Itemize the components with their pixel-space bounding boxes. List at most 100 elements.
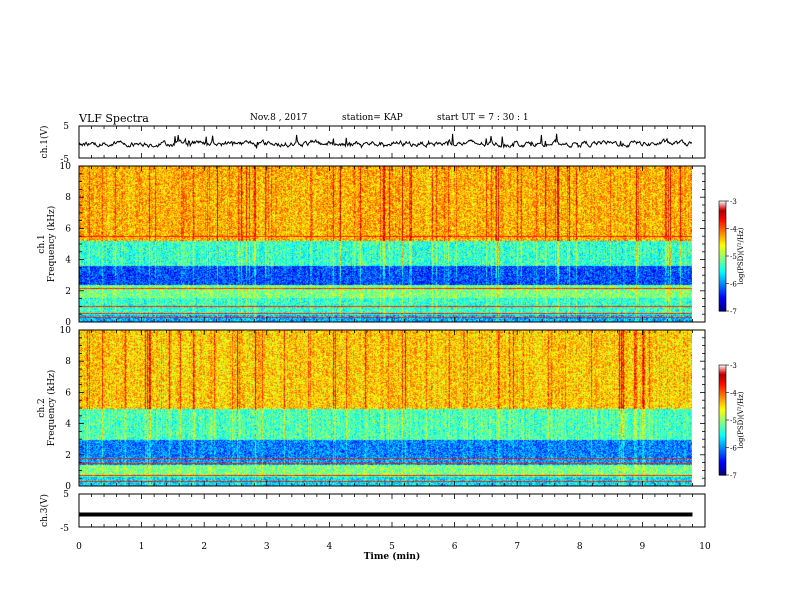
colorbar-segment: [719, 289, 726, 292]
x-tick-label: 0: [76, 542, 82, 552]
colorbar-segment: [719, 473, 726, 476]
colorbar-segment: [719, 228, 726, 231]
colorbar-segment: [719, 423, 726, 427]
colorbar-segment: [719, 307, 726, 310]
y-tick-label: 2: [65, 451, 71, 461]
colorbar-segment: [719, 239, 726, 242]
colorbar-segment: [719, 300, 726, 303]
colorbar-label-text: log(PSD)(V²/Hz): [737, 391, 745, 448]
colorbar-segment: [719, 290, 726, 294]
colorbar-segment: [719, 396, 726, 399]
y-axis-label: ch.3(V): [39, 494, 50, 527]
colorbar-segment: [719, 374, 726, 377]
colorbar-segment: [719, 223, 726, 226]
colorbar-tick-label: -3: [730, 362, 737, 370]
colorbar-segment: [719, 261, 726, 264]
x-axis-label: Time (min): [364, 551, 421, 562]
colorbar-segment: [719, 256, 726, 259]
colorbar-segment: [719, 287, 726, 290]
y-axis-label-channel: ch.1: [37, 234, 47, 253]
colorbar-segment: [719, 445, 726, 449]
colorbar-segment: [719, 383, 726, 386]
colorbar-segment: [719, 414, 726, 417]
colorbar-segment: [719, 204, 726, 208]
colorbar-segment: [719, 372, 726, 375]
colorbar-segment: [719, 467, 726, 471]
x-tick-label: 3: [264, 542, 270, 552]
colorbar-segment: [719, 379, 726, 383]
y-tick-label: -5: [60, 155, 69, 165]
y-tick-label: 6: [65, 388, 71, 398]
colorbar-segment: [719, 219, 726, 222]
colorbar-segment: [719, 412, 726, 416]
colorbar-segment: [719, 434, 726, 438]
colorbar-segment: [719, 232, 726, 235]
colorbar-tick-label: -7: [730, 472, 737, 480]
colorbar-segment: [719, 420, 726, 423]
y-axis-label-text: ch.3(V): [39, 494, 50, 527]
colorbar-segment: [719, 252, 726, 255]
start-time-label: start UT = 7 : 30 : 1: [437, 113, 529, 123]
colorbar-segment: [719, 458, 726, 461]
y-axis-label-channel: ch.2: [37, 398, 47, 417]
colorbar-segment: [719, 416, 726, 419]
y-tick-label: 10: [60, 326, 72, 336]
chart-title: VLF Spectra: [79, 112, 149, 125]
colorbar-segment: [719, 243, 726, 246]
colorbar-segment: [719, 436, 726, 439]
colorbar-segment: [719, 248, 726, 252]
tick-marks: [78, 126, 706, 527]
colorbar-segment: [719, 221, 726, 224]
colorbar-segment: [719, 210, 726, 213]
colorbars: -3 -4 -5 -6 -7 log(PSD)(V²/Hz) -3 -4 -5 -6 -7 log(P…: [718, 198, 745, 480]
colorbar-segment: [719, 438, 726, 441]
colorbar-label: log(PSD)(V²/Hz): [737, 391, 745, 448]
station-label: station= KAP: [342, 113, 403, 123]
colorbar-segment: [719, 274, 726, 277]
colorbar-segment: [719, 279, 726, 283]
colorbar-segment: [719, 443, 726, 447]
colorbar-segment: [719, 270, 726, 274]
date-label: Nov.8 , 2017: [250, 113, 308, 123]
colorbar-segment: [719, 276, 726, 279]
colorbar-segment: [719, 388, 726, 392]
colorbar-segment: [719, 278, 726, 281]
colorbar-segment: [719, 390, 726, 394]
colorbar-tick-label: -4: [730, 226, 737, 234]
colorbar-segment: [719, 268, 726, 272]
colorbar-segment: [719, 431, 726, 434]
y-axis-label: ch.1(V): [39, 126, 50, 159]
colorbar-segment: [719, 201, 726, 204]
colorbar-segment: [719, 259, 726, 263]
colorbar-segment: [719, 267, 726, 270]
colorbar-segment: [719, 285, 726, 288]
colorbar-segment: [719, 398, 726, 401]
colorbar-segment: [719, 366, 726, 370]
spectrogram-ch1: [79, 166, 692, 322]
colorbar-tick-label: -3: [730, 198, 737, 206]
colorbar-tick-label: -7: [730, 308, 737, 316]
y-axis-label: ch.2 Frequency (kHz): [37, 370, 57, 447]
colorbar-segment: [719, 368, 726, 372]
colorbar-segment: [719, 392, 726, 395]
colorbar-segment: [719, 296, 726, 299]
colorbar-segment: [719, 464, 726, 467]
colorbar-segment: [719, 471, 726, 474]
colorbar-segment: [719, 241, 726, 244]
colorbar-segment: [719, 376, 726, 379]
colorbar-segment: [719, 309, 726, 312]
colorbar-segment: [719, 403, 726, 406]
colorbar-tick-label: -6: [730, 281, 737, 289]
colorbar-segment: [719, 370, 726, 373]
y-tick-label: -5: [60, 524, 69, 534]
colorbar-segment: [719, 292, 726, 296]
colorbar-segment: [719, 365, 726, 368]
x-tick-label: 1: [139, 542, 145, 552]
x-tick-label: 2: [201, 542, 207, 552]
colorbar-segment: [719, 425, 726, 428]
colorbar-segment: [719, 401, 726, 405]
colorbar-segment: [719, 460, 726, 463]
colorbar-segment: [719, 213, 726, 217]
colorbar-segment: [719, 469, 726, 472]
